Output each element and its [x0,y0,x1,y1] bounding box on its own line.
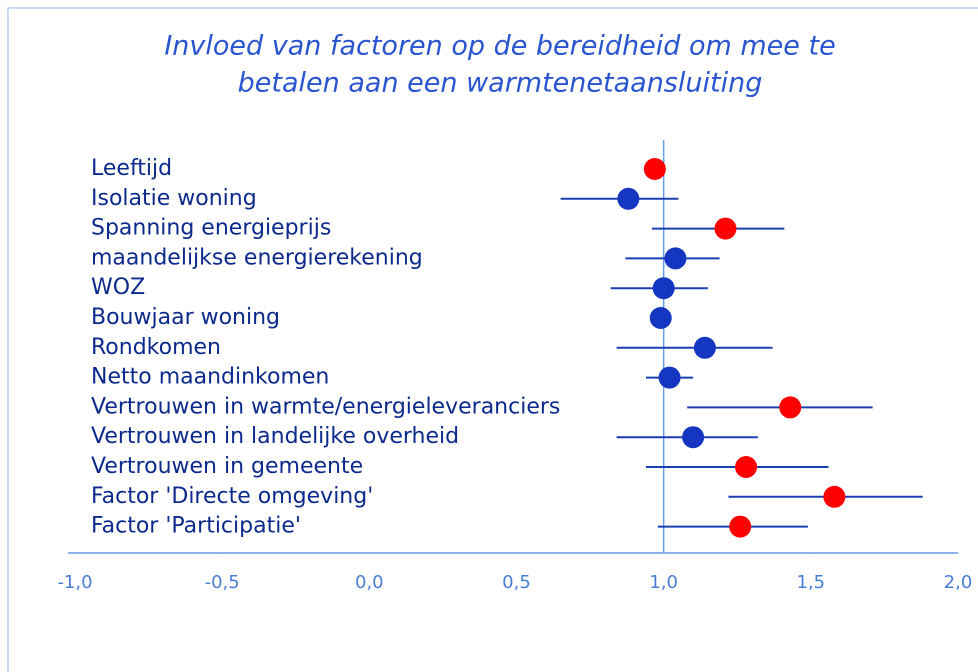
estimate-dot [823,485,846,508]
estimate-dot [779,396,802,419]
estimate-dot [735,456,758,478]
frame [7,7,978,672]
category-label: Bouwjaar woning [91,305,280,330]
chart-title: betalen aan een warmtenetaansluiting [238,68,763,99]
x-tick-label: 1,0 [649,572,678,593]
estimate-dot [617,187,640,210]
estimate-dot [682,426,705,449]
category-label: Isolatie woning [91,186,257,211]
estimate-dot [643,158,666,180]
x-tick-label: 1,5 [797,572,826,593]
estimate-dot [664,247,687,270]
category-label: Vertrouwen in gemeente [91,454,363,479]
x-tick-label: 0,5 [502,572,531,593]
x-tick-label: -0,5 [205,572,240,593]
estimate-dot [652,277,675,300]
estimate-dot [729,515,752,538]
category-label: Vertrouwen in landelijke overheid [91,424,459,449]
category-label: Factor 'Participatie' [91,514,301,539]
x-tick-label: -1,0 [57,572,92,593]
category-label: Spanning energieprijs [91,216,331,241]
category-label: Factor 'Directe omgeving' [91,484,373,509]
category-label: Vertrouwen in warmte/energieleveranciers [91,394,560,419]
estimate-dot [714,217,737,240]
category-label: Netto maandinkomen [91,365,329,390]
x-tick-label: 2,0 [944,572,973,593]
category-label: Leeftijd [91,156,172,181]
estimate-dot [649,307,672,329]
x-tick-label: 0,0 [355,572,384,593]
chart-title: Invloed van factoren op de bereidheid om… [164,31,835,62]
category-label: Rondkomen [91,335,221,360]
estimate-dot [658,366,681,389]
category-label: WOZ [91,275,145,300]
category-label: maandelijkse energierekening [91,245,423,270]
estimate-dot [693,336,716,359]
